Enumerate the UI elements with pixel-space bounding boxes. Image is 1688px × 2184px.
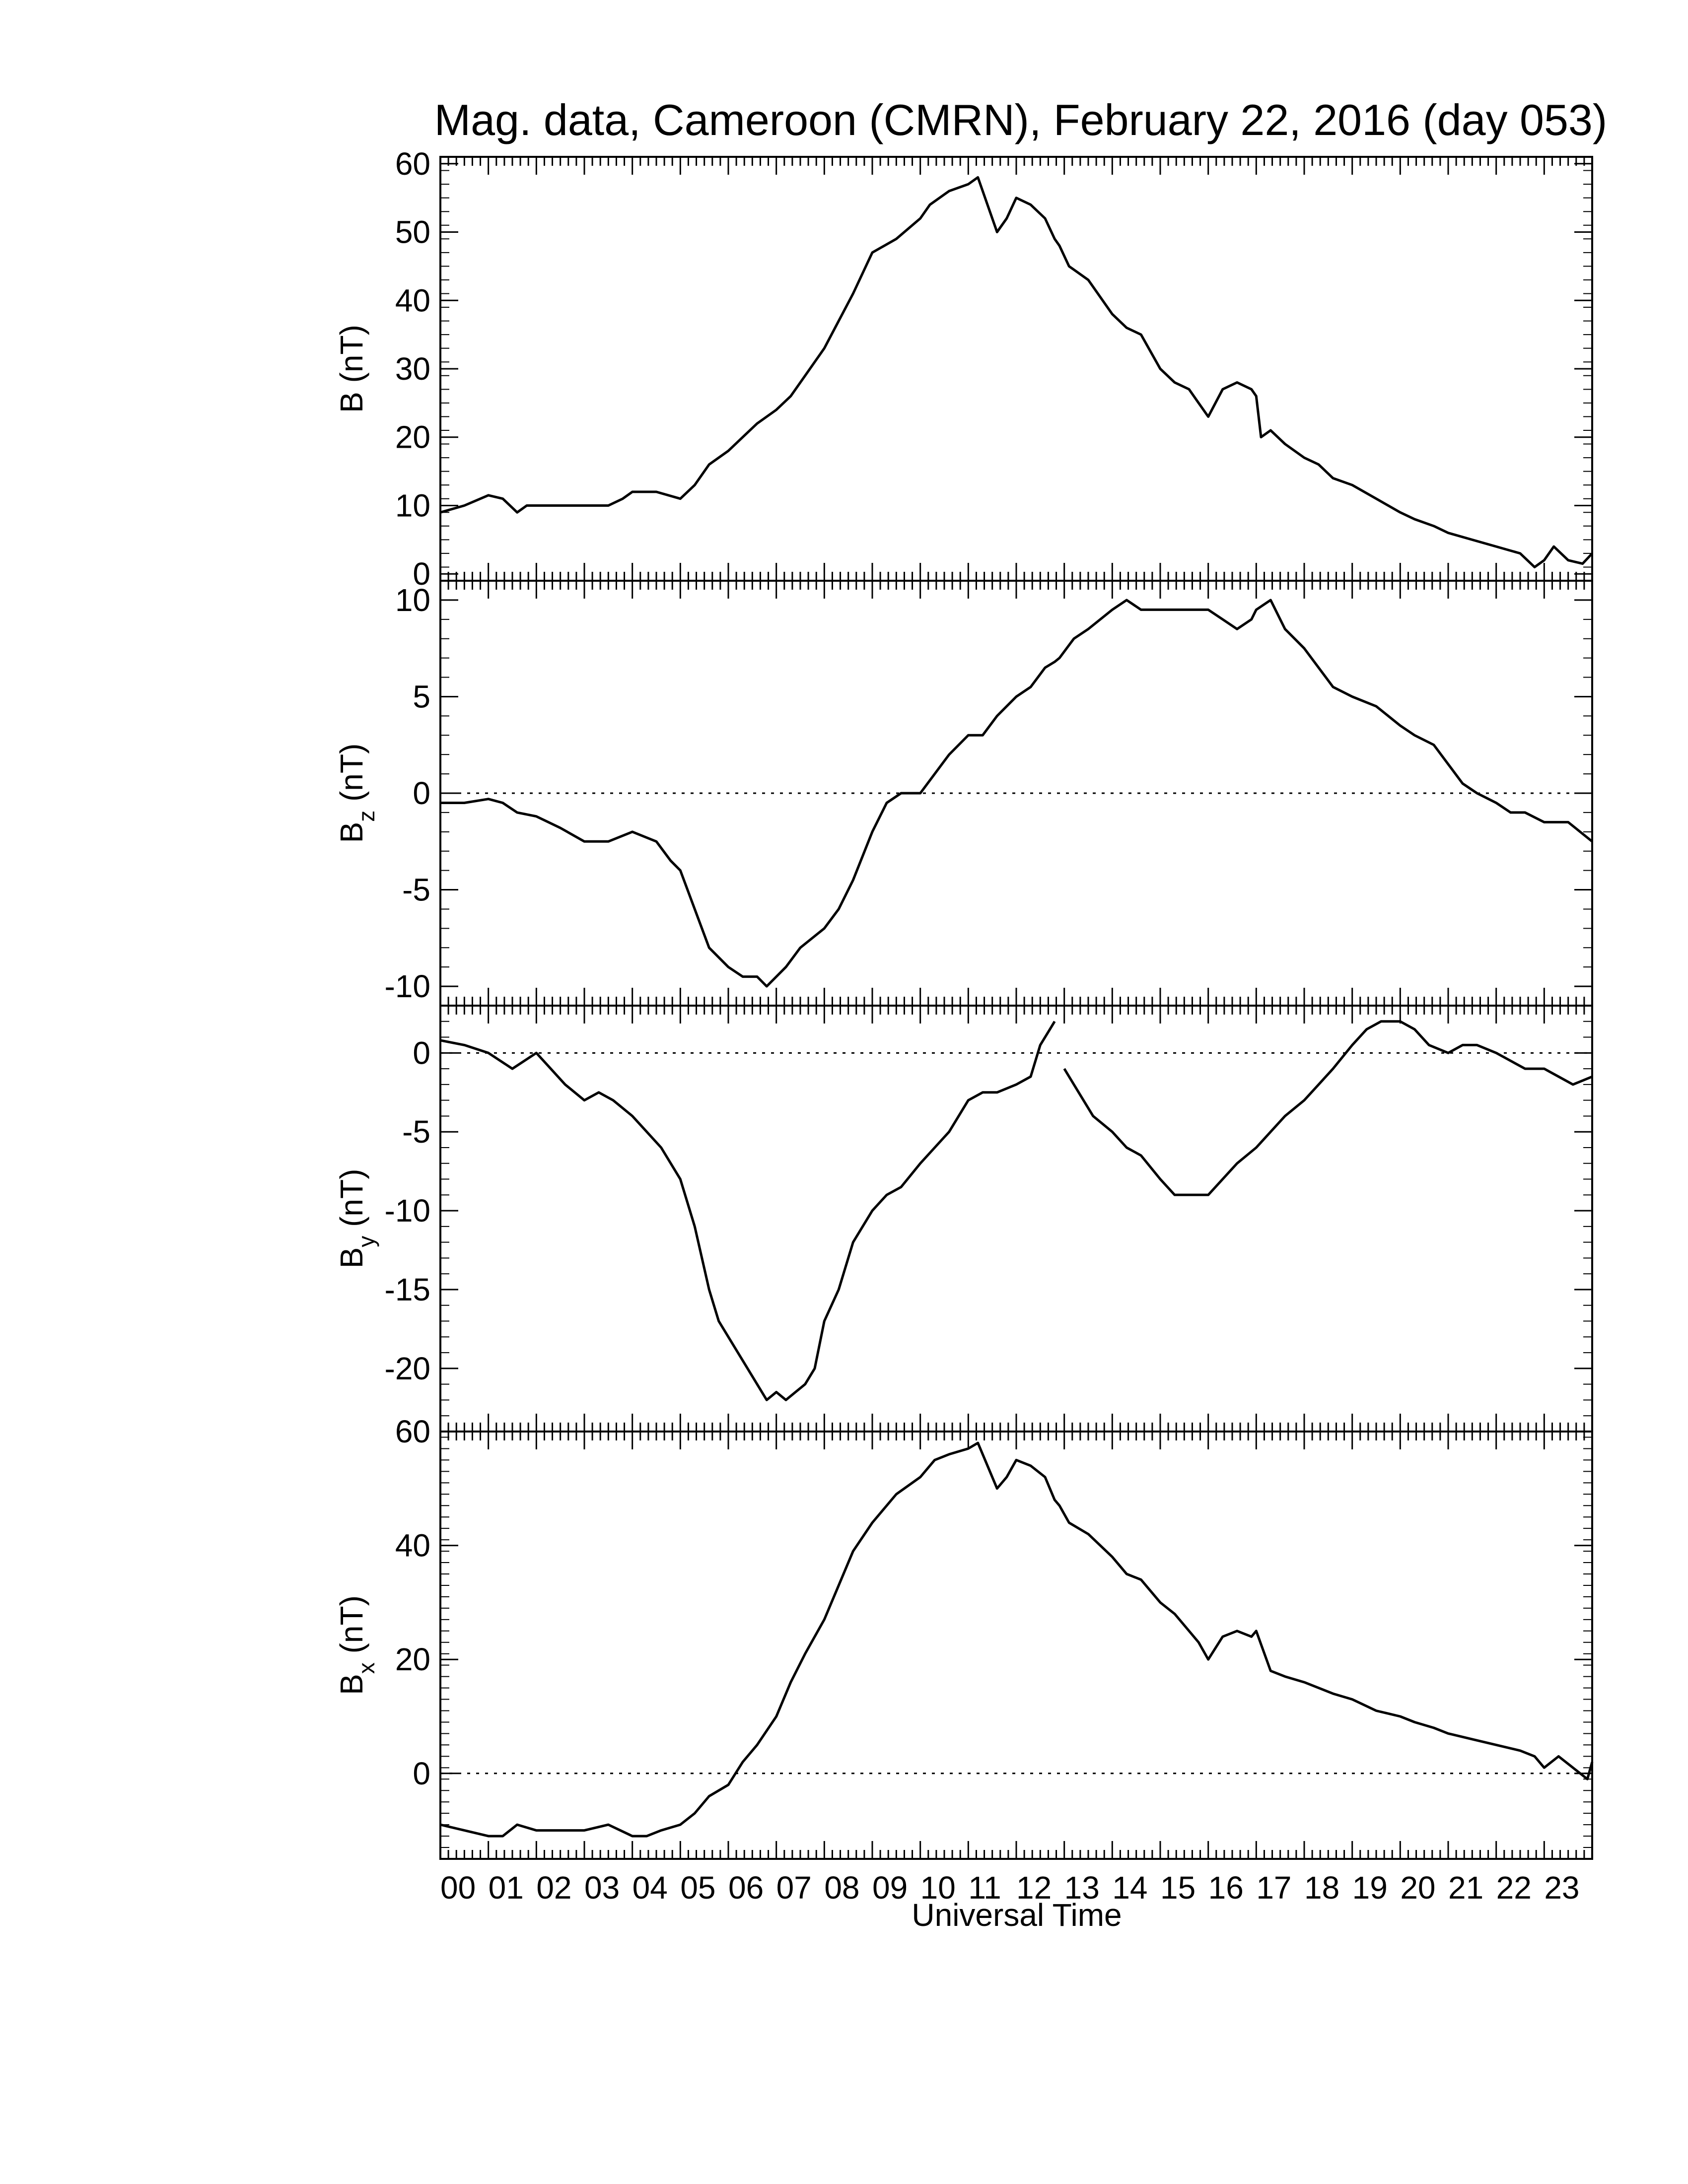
x-tick-label: 23 bbox=[1544, 1870, 1579, 1906]
x-tick-label: 14 bbox=[1112, 1870, 1147, 1906]
y-tick-label: 0 bbox=[413, 1035, 430, 1071]
y-tick-label: 20 bbox=[395, 1641, 430, 1677]
panel-frame-Bx bbox=[439, 1431, 1593, 1860]
y-tick-label: 10 bbox=[395, 582, 430, 618]
y-axis-label-B: B (nT) bbox=[334, 325, 369, 413]
x-axis-label: Universal Time bbox=[912, 1897, 1122, 1933]
x-tick-label: 19 bbox=[1352, 1870, 1388, 1906]
x-tick-label: 21 bbox=[1448, 1870, 1483, 1906]
y-axis-label-By: By (nT) bbox=[334, 1169, 379, 1269]
x-tick-label: 03 bbox=[584, 1870, 620, 1906]
series-line-Bz-0 bbox=[440, 599, 1593, 988]
panel-Bz: -10 -5 0 5 10 Bz (nT) bbox=[334, 580, 1593, 1007]
panel-By: -20 -15 -10 -5 0 By (nT) bbox=[334, 1005, 1593, 1433]
x-tick-label: 11 bbox=[968, 1870, 1001, 1906]
series-line-B-0 bbox=[440, 176, 1593, 568]
y-tick-label: -5 bbox=[402, 872, 430, 908]
x-tick-label: 16 bbox=[1208, 1870, 1244, 1906]
y-tick-label: -10 bbox=[385, 968, 431, 1004]
y-tick-label: 60 bbox=[395, 1414, 430, 1449]
y-tick-label: 0 bbox=[413, 1756, 430, 1791]
x-tick-label: 07 bbox=[776, 1870, 812, 1906]
y-tick-label: 50 bbox=[395, 214, 430, 250]
y-tick-label: -20 bbox=[385, 1351, 431, 1386]
y-tick-label: 30 bbox=[395, 351, 430, 387]
x-tick-label: 08 bbox=[824, 1870, 859, 1906]
y-tick-label: -5 bbox=[402, 1114, 430, 1150]
x-tick-label: 22 bbox=[1496, 1870, 1532, 1906]
y-tick-label: 20 bbox=[395, 419, 430, 455]
x-tick-label: 13 bbox=[1064, 1870, 1100, 1906]
y-tick-label: 10 bbox=[395, 487, 430, 523]
x-tick-label: 12 bbox=[1016, 1870, 1052, 1906]
y-tick-label: -15 bbox=[385, 1272, 431, 1307]
x-tick-label: 00 bbox=[440, 1870, 476, 1906]
y-tick-label: 40 bbox=[395, 282, 430, 318]
x-tick-label: 04 bbox=[633, 1870, 668, 1906]
y-tick-label: 0 bbox=[413, 775, 430, 811]
series-line-By-1 bbox=[1063, 1020, 1593, 1196]
y-tick-label: 60 bbox=[395, 146, 430, 182]
x-tick-label: 10 bbox=[920, 1870, 956, 1906]
x-tick-label: 09 bbox=[872, 1870, 908, 1906]
figure-title: Mag. data, Cameroon (CMRN), February 22,… bbox=[434, 95, 1607, 144]
series-line-By-0 bbox=[440, 1021, 1056, 1401]
x-tick-label: 15 bbox=[1160, 1870, 1196, 1906]
y-tick-label: 40 bbox=[395, 1528, 430, 1564]
panel-B: 0 10 20 30 40 50 60 B (nT) bbox=[334, 146, 1593, 592]
y-axis-label-Bz: Bz (nT) bbox=[334, 744, 379, 843]
y-tick-label: 0 bbox=[413, 556, 430, 592]
panel-frame-B bbox=[439, 156, 1593, 582]
panel-Bx: 0 20 40 60 Bx (nT) bbox=[334, 1414, 1594, 1860]
x-tick-label: 18 bbox=[1304, 1870, 1339, 1906]
y-tick-label: -10 bbox=[385, 1193, 431, 1228]
y-tick-label: 5 bbox=[413, 679, 430, 714]
y-axis-label-Bx: Bx (nT) bbox=[334, 1595, 379, 1695]
panel-frame-By bbox=[439, 1005, 1593, 1433]
x-tick-label: 02 bbox=[536, 1870, 571, 1906]
x-tick-label: 01 bbox=[489, 1870, 524, 1906]
x-tick-label: 06 bbox=[728, 1870, 764, 1906]
x-tick-label: 20 bbox=[1400, 1870, 1435, 1906]
series-line-Bx-0 bbox=[440, 1441, 1594, 1838]
x-tick-label: 17 bbox=[1256, 1870, 1291, 1906]
x-tick-label: 05 bbox=[680, 1870, 715, 1906]
